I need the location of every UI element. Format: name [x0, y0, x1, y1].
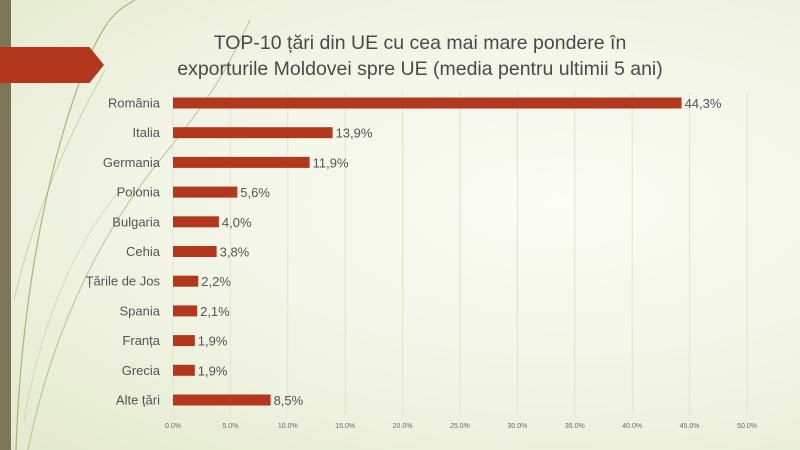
- x-tick-label: 35.0%: [565, 423, 585, 430]
- bar-tarile-de-jos: [173, 275, 199, 287]
- bar-italia: [173, 127, 333, 139]
- category-label-spania: Spania: [120, 303, 161, 318]
- bar-germania: [173, 156, 310, 168]
- bar-polonia: [173, 186, 238, 198]
- bar-bulgaria: [173, 216, 219, 228]
- category-label-romania: România: [108, 96, 161, 111]
- data-label-cehia: 3,8%: [220, 245, 250, 260]
- category-label-alte-tari: Alte țări: [116, 393, 160, 408]
- left-decor-strip: [0, 0, 11, 450]
- x-tick-label: 20.0%: [393, 423, 413, 430]
- x-tick-label: 15.0%: [335, 423, 355, 430]
- x-tick-label: 30.0%: [507, 423, 527, 430]
- x-tick-label: 10.0%: [278, 423, 298, 430]
- x-tick-label: 40.0%: [622, 423, 642, 430]
- data-label-tarile-de-jos: 2,2%: [201, 274, 231, 289]
- bar-grecia: [173, 364, 195, 376]
- x-tick-label: 5.0%: [222, 423, 238, 430]
- chart-title-line-2: exporturile Moldovei spre UE (media pent…: [177, 58, 663, 80]
- bar-romania: [173, 97, 682, 109]
- x-tick-label: 45.0%: [680, 423, 700, 430]
- chart-title: TOP-10 țări din UE cu cea mai mare ponde…: [150, 30, 690, 82]
- x-tick-label: 0.0%: [165, 423, 181, 430]
- category-label-tarile-de-jos: Țările de Jos: [86, 274, 161, 289]
- category-label-germania: Germania: [103, 155, 161, 170]
- category-label-polonia: Polonia: [117, 185, 161, 200]
- category-label-grecia: Grecia: [122, 363, 161, 378]
- bar-franta: [173, 335, 195, 347]
- data-label-alte-tari: 8,5%: [274, 393, 304, 408]
- bar-cehia: [173, 246, 217, 257]
- title-accent-flag: [0, 47, 104, 83]
- data-label-germania: 11,9%: [313, 155, 349, 170]
- data-label-spania: 2,1%: [200, 304, 230, 319]
- data-label-polonia: 5,6%: [240, 185, 270, 200]
- category-label-cehia: Cehia: [126, 244, 161, 259]
- data-label-bulgaria: 4,0%: [222, 215, 252, 230]
- data-label-grecia: 1,9%: [198, 363, 228, 378]
- decorative-curves: [13, 0, 251, 450]
- bar-alte-tari: [173, 394, 271, 406]
- x-tick-label: 50.0%: [737, 423, 757, 430]
- category-label-franta: Franța: [122, 333, 160, 348]
- data-label-franta: 1,9%: [198, 334, 228, 349]
- data-label-romania: 44,3%: [685, 96, 722, 111]
- x-tick-label: 25.0%: [450, 423, 470, 430]
- data-label-italia: 13,9%: [336, 126, 373, 141]
- category-label-italia: Italia: [133, 125, 161, 140]
- chart-title-line-1: TOP-10 țări din UE cu cea mai mare ponde…: [213, 32, 627, 54]
- bar-spania: [173, 305, 198, 317]
- category-label-bulgaria: Bulgaria: [112, 214, 160, 229]
